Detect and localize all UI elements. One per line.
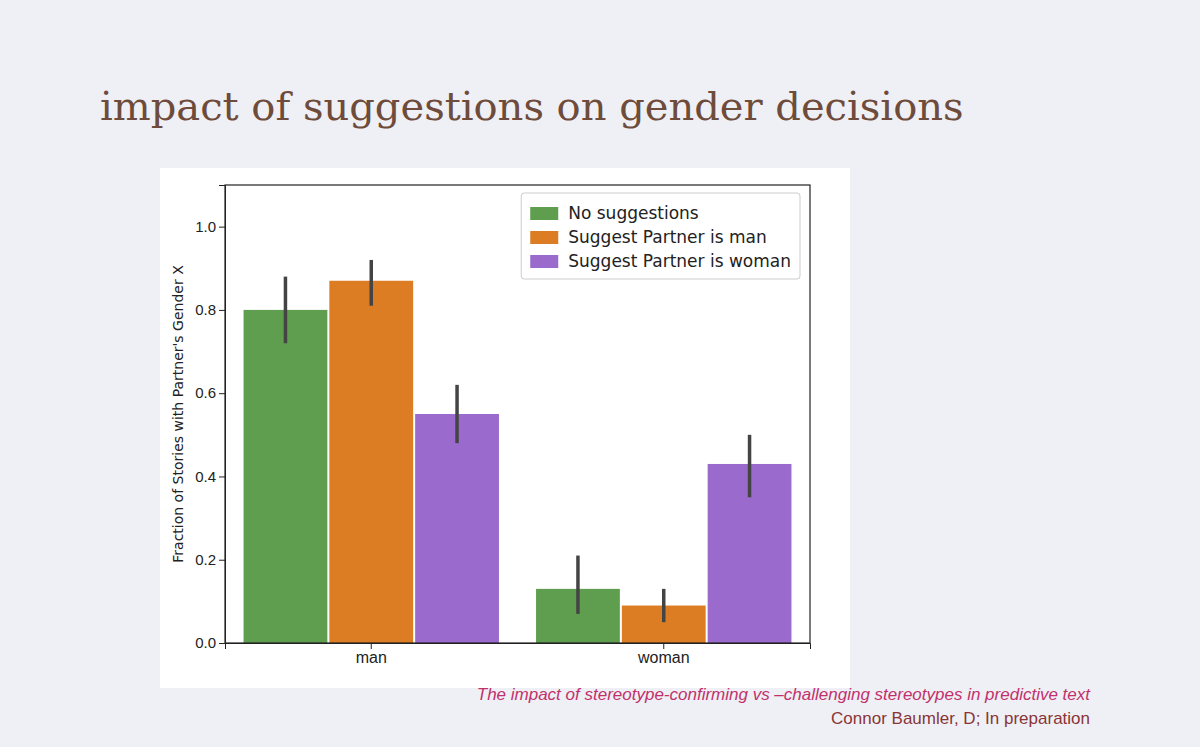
y-tick-label: 0.0 <box>195 634 216 651</box>
error-bar <box>576 556 580 614</box>
legend-box <box>521 193 800 279</box>
y-tick-label: 0.6 <box>195 384 216 401</box>
chart-panel <box>160 168 850 688</box>
bar <box>244 310 328 643</box>
y-tick-label: 1.0 <box>195 218 216 235</box>
error-bar <box>748 435 752 497</box>
y-tick: 1.0 <box>195 218 225 235</box>
legend-label: Suggest Partner is man <box>568 227 766 247</box>
x-tick: man <box>356 643 387 666</box>
y-tick-mark <box>219 393 225 394</box>
x-tick-mark <box>663 643 664 649</box>
x-axis: man woman <box>226 643 811 666</box>
y-tick-label: 0.4 <box>195 468 216 485</box>
caption: Connor Baumler, D; In preparation <box>831 709 1090 728</box>
x-axis-line <box>226 644 811 650</box>
legend-label: No suggestions <box>568 203 699 223</box>
error-bar <box>455 385 459 443</box>
legend-swatch <box>530 207 558 220</box>
y-tick-mark <box>219 560 225 561</box>
error-bar <box>370 260 374 306</box>
y-tick-mark <box>219 476 225 477</box>
caption: The impact of stereotype-confirming vs –… <box>477 685 1092 704</box>
legend-label: Suggest Partner is woman <box>568 251 791 271</box>
bar <box>415 414 499 643</box>
x-tick: woman <box>637 643 690 666</box>
legend-swatch <box>530 231 558 244</box>
y-tick: 0.6 <box>195 384 225 401</box>
error-bar <box>284 277 288 344</box>
y-tick: 0.0 <box>195 634 225 651</box>
y-tick-mark <box>219 643 225 644</box>
slide-background <box>0 0 1200 747</box>
y-tick-mark <box>219 310 225 311</box>
bar <box>329 281 413 643</box>
y-axis-title: Fraction of Stories with Partner's Gende… <box>170 265 186 563</box>
plot-marks <box>244 260 792 643</box>
y-tick: 0.8 <box>195 301 225 318</box>
legend: No suggestions Suggest Partner is man Sugg… <box>521 193 800 279</box>
y-tick: 0.4 <box>195 468 225 485</box>
legend-swatch <box>530 255 558 268</box>
y-tick-label: 0.8 <box>195 301 216 318</box>
plot-frame <box>225 185 810 643</box>
y-axis: 0.0 0.2 0.4 0.6 0.8 1.0 <box>195 186 225 652</box>
x-tick-label: man <box>356 649 387 666</box>
y-tick: 0.2 <box>195 551 225 568</box>
x-tick-label: woman <box>637 649 690 666</box>
y-axis-line <box>219 186 226 644</box>
x-tick-mark <box>371 643 372 649</box>
y-tick-mark <box>219 227 225 228</box>
chart-title: impact of suggestions on gender decision… <box>100 83 964 129</box>
error-bar <box>662 589 666 622</box>
y-tick-label: 0.2 <box>195 551 216 568</box>
